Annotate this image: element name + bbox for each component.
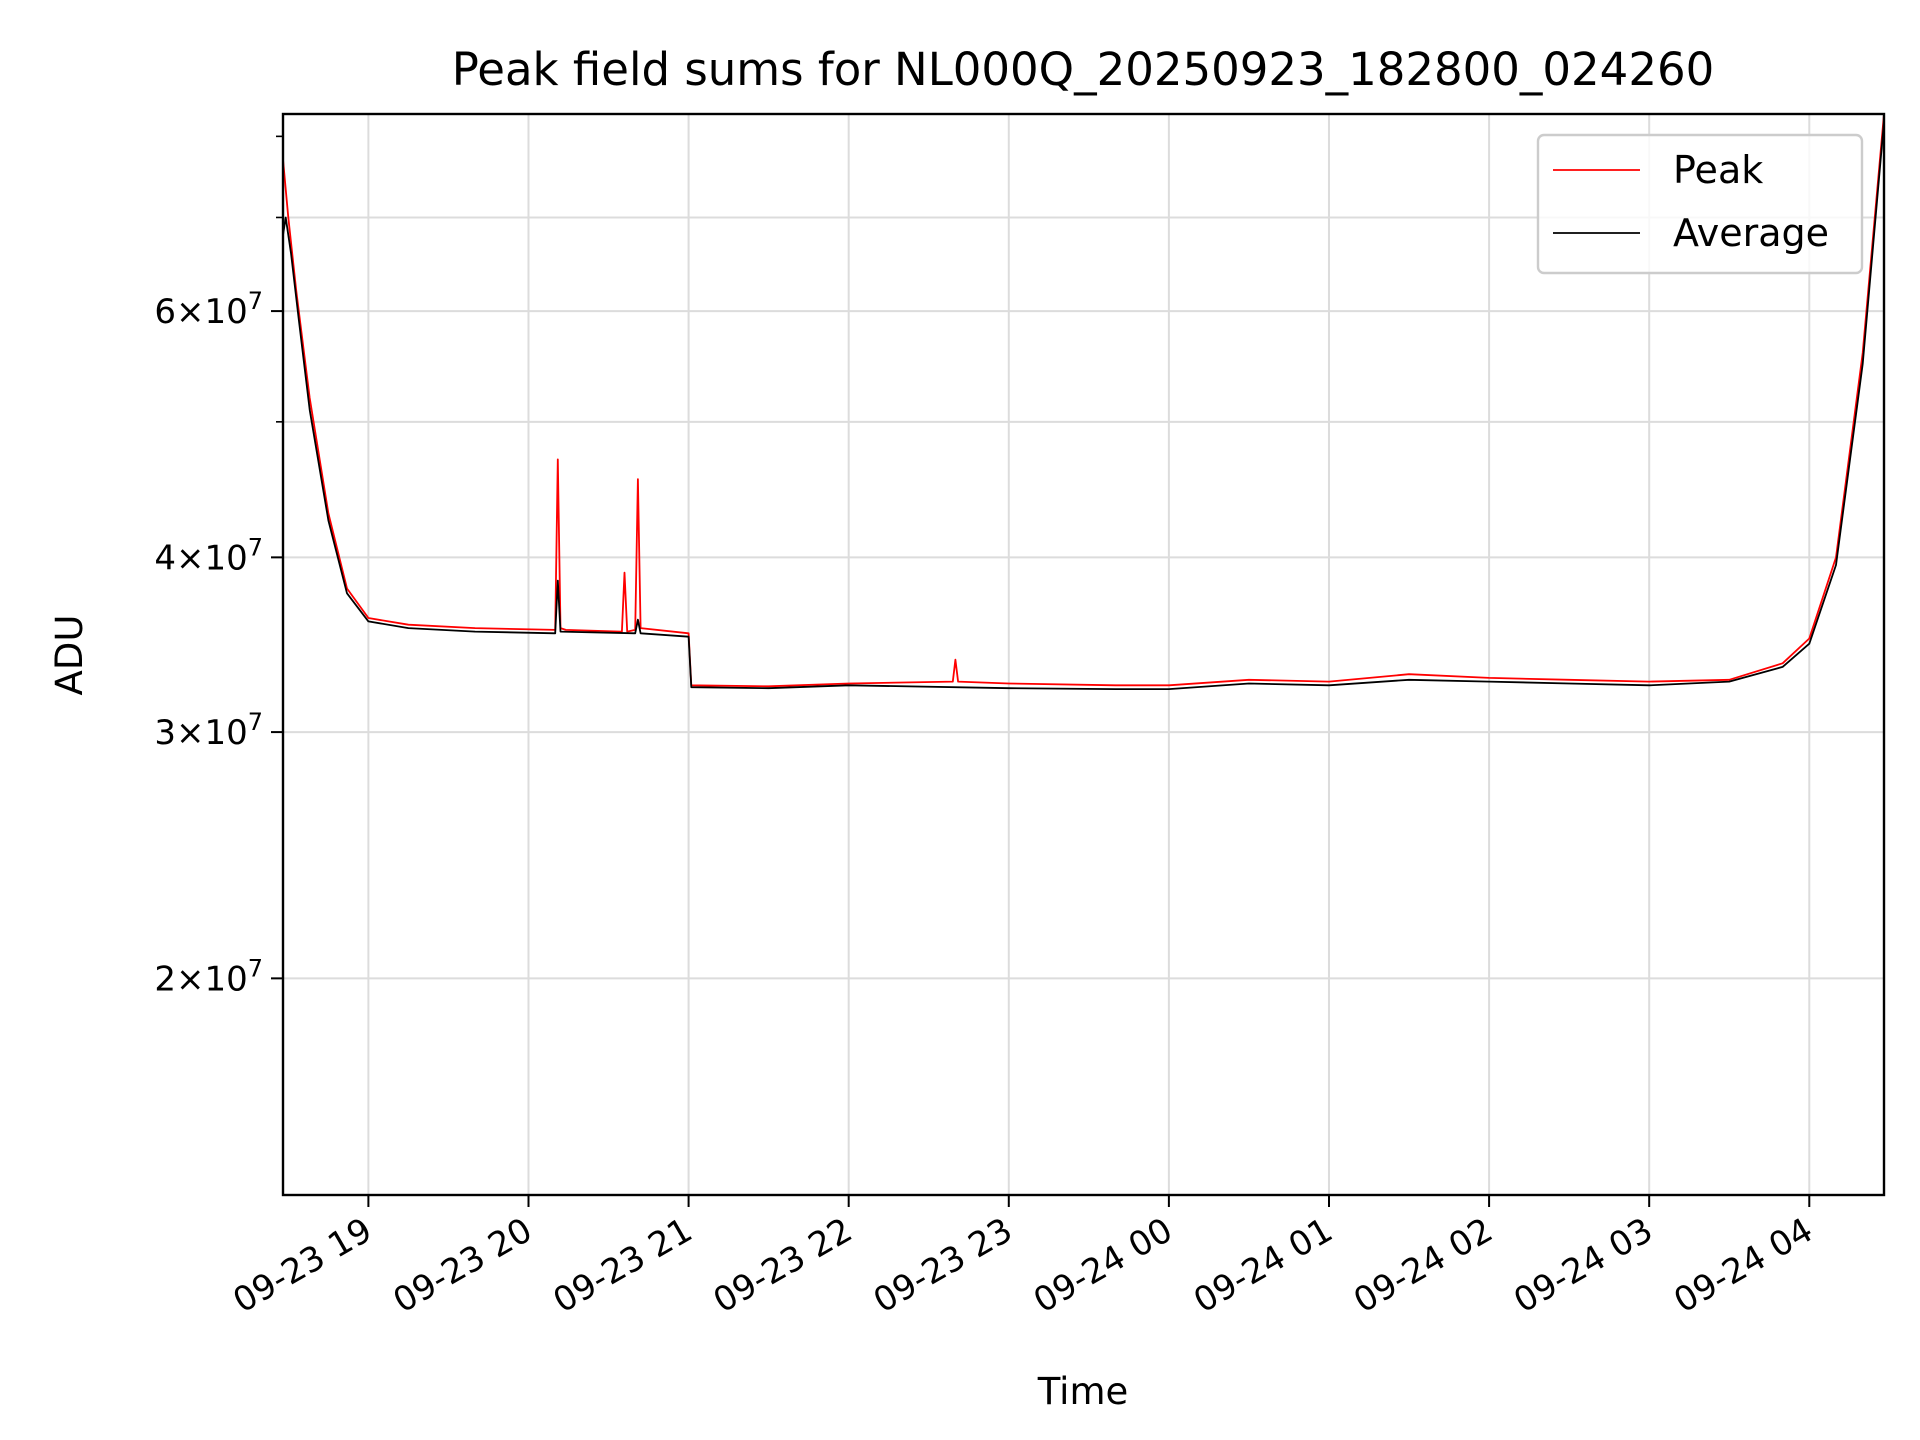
- y-tick-label: 2×107: [154, 954, 263, 999]
- legend: Peak Average: [1536, 133, 1864, 275]
- y-axis-label: ADU: [48, 615, 91, 696]
- legend-label-average: Average: [1673, 211, 1829, 255]
- legend-label-peak: Peak: [1673, 148, 1763, 192]
- grid: [283, 114, 1884, 1195]
- plot-frame: [281, 112, 1886, 1197]
- chart-title: Peak field sums for NL000Q_20250923_1828…: [452, 43, 1714, 96]
- y-tick-label: 6×107: [154, 287, 263, 332]
- y-tick-label: 3×107: [154, 708, 263, 753]
- y-axis-ticks: 2×107 3×107 4×107 6×107: [154, 135, 283, 999]
- series-line-average: [282, 121, 1885, 690]
- series-lines: [282, 113, 1885, 690]
- y-tick-label: 4×107: [154, 533, 263, 578]
- x-axis-label: Time: [1037, 1370, 1129, 1413]
